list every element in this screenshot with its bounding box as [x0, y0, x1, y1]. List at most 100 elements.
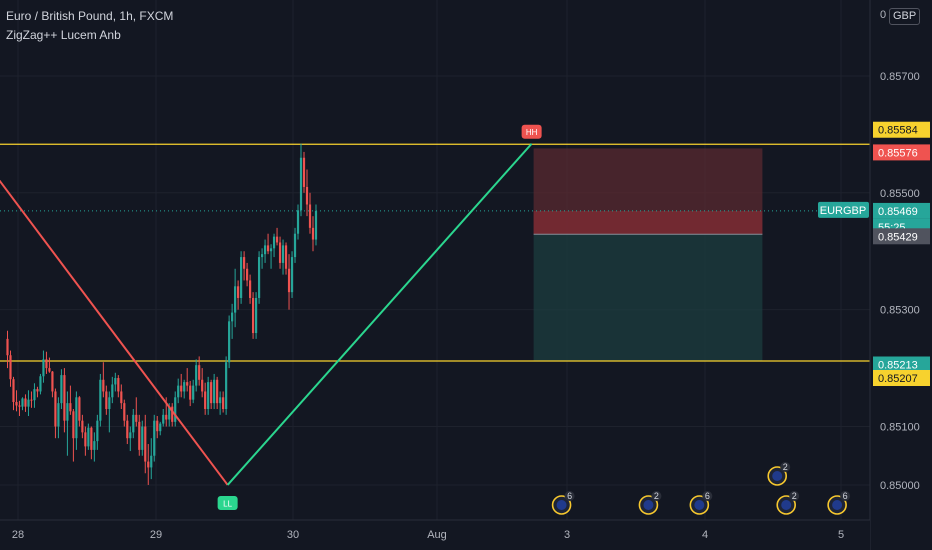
candle-body	[192, 385, 195, 400]
candle-body	[287, 268, 291, 293]
candle-body	[183, 382, 186, 392]
candle-body	[96, 420, 99, 442]
candle-body	[272, 236, 276, 249]
candle-body	[126, 420, 129, 439]
candle-body	[284, 245, 288, 269]
price-label: 0.85469	[873, 202, 930, 219]
candle-body	[186, 382, 189, 386]
candle-body	[237, 286, 240, 298]
candle-body	[234, 286, 237, 313]
candle-body	[311, 227, 315, 240]
candle-body	[120, 391, 123, 404]
candle-body	[27, 399, 30, 407]
candle-body	[39, 376, 42, 392]
economic-event-marker[interactable]: 6	[689, 491, 713, 515]
zigzag-label-text: HH	[526, 128, 538, 137]
event-count: 6	[567, 491, 572, 501]
candle-body	[135, 414, 138, 422]
zigzag-segment	[0, 179, 229, 486]
candle-body	[302, 157, 306, 187]
candle-body	[60, 375, 63, 404]
time-tick-label: 28	[12, 529, 24, 541]
candle-body	[269, 248, 273, 252]
candle-body	[210, 382, 213, 404]
candle-body	[156, 420, 159, 432]
price-label: 0.85213	[873, 356, 930, 373]
candle-body	[257, 257, 261, 298]
candle-body	[189, 385, 192, 400]
candle-body	[45, 359, 48, 369]
economic-event-marker[interactable]: 6	[827, 491, 851, 515]
candle-body	[57, 403, 60, 427]
event-count: 2	[654, 491, 659, 501]
price-label-text: 0.85207	[878, 373, 918, 385]
candles	[6, 143, 318, 485]
candle-body	[78, 397, 81, 421]
candle-body	[9, 355, 12, 380]
price-axis	[870, 0, 932, 550]
candle-body	[42, 359, 45, 377]
candle-body	[144, 426, 147, 462]
candle-body	[33, 389, 36, 401]
price-label: 0.85429	[873, 228, 930, 245]
candle-body	[201, 379, 204, 392]
time-axis	[0, 520, 870, 550]
candle-body	[180, 385, 183, 392]
candle-body	[105, 391, 108, 409]
economic-event-marker[interactable]: 2	[776, 491, 800, 515]
price-label: 0.85576	[873, 144, 930, 161]
candle-body	[36, 389, 39, 392]
candle-body	[293, 233, 297, 258]
candle-body	[305, 186, 309, 205]
event-count: 6	[705, 491, 710, 501]
chart-legend: Euro / British Pound, 1h, FXCM ZigZag++ …	[6, 7, 173, 45]
candle-body	[231, 312, 234, 322]
candle-body	[314, 210, 318, 240]
candle-body	[260, 254, 264, 258]
time-tick-label: 3	[564, 529, 570, 541]
candle-body	[84, 432, 87, 447]
time-tick-label: 30	[287, 529, 299, 541]
zigzag-low-label: LL	[217, 495, 238, 510]
candle-body	[162, 414, 165, 424]
open-loss-zone	[533, 210, 763, 235]
time-tick-label: 29	[150, 529, 162, 541]
price-label-text: 0.85429	[878, 231, 918, 243]
candle-body	[168, 406, 171, 420]
eu-flag-icon	[772, 471, 783, 481]
candle-body	[132, 414, 135, 433]
candle-body	[299, 157, 303, 211]
candle-body	[108, 397, 111, 409]
candle-body	[147, 461, 150, 468]
candle-body	[117, 378, 120, 392]
take-profit-zone	[533, 234, 763, 361]
candle-body	[138, 421, 141, 450]
candle-body	[72, 411, 75, 439]
price-tick-label: 0.85000	[880, 480, 920, 492]
candle-body	[54, 391, 57, 427]
currency-badge[interactable]: GBP	[889, 8, 921, 25]
candle-body	[225, 362, 228, 409]
indicator-title: ZigZag++ Lucem Anb	[6, 28, 121, 42]
price-label: EURGBP	[818, 201, 869, 218]
candle-body	[30, 399, 33, 401]
candle-body	[228, 321, 231, 363]
price-tick-label: 0.85700	[880, 71, 920, 83]
eu-flag-icon	[643, 500, 654, 510]
candle-body	[308, 204, 312, 228]
candle-body	[207, 382, 210, 409]
candle-body	[21, 398, 24, 407]
candle-body	[93, 441, 96, 450]
economic-event-marker[interactable]: 2	[767, 462, 791, 486]
economic-event-marker[interactable]: 6	[551, 491, 575, 515]
price-tick-label: 0.85300	[880, 305, 920, 317]
zigzag-segment	[226, 143, 533, 486]
event-count: 2	[783, 462, 788, 472]
economic-event-marker[interactable]: 2	[638, 491, 662, 515]
candle-body	[254, 297, 258, 334]
candle-body	[129, 432, 132, 439]
eu-flag-icon	[832, 500, 843, 510]
candle-body	[248, 280, 252, 298]
candle-body	[159, 423, 162, 432]
